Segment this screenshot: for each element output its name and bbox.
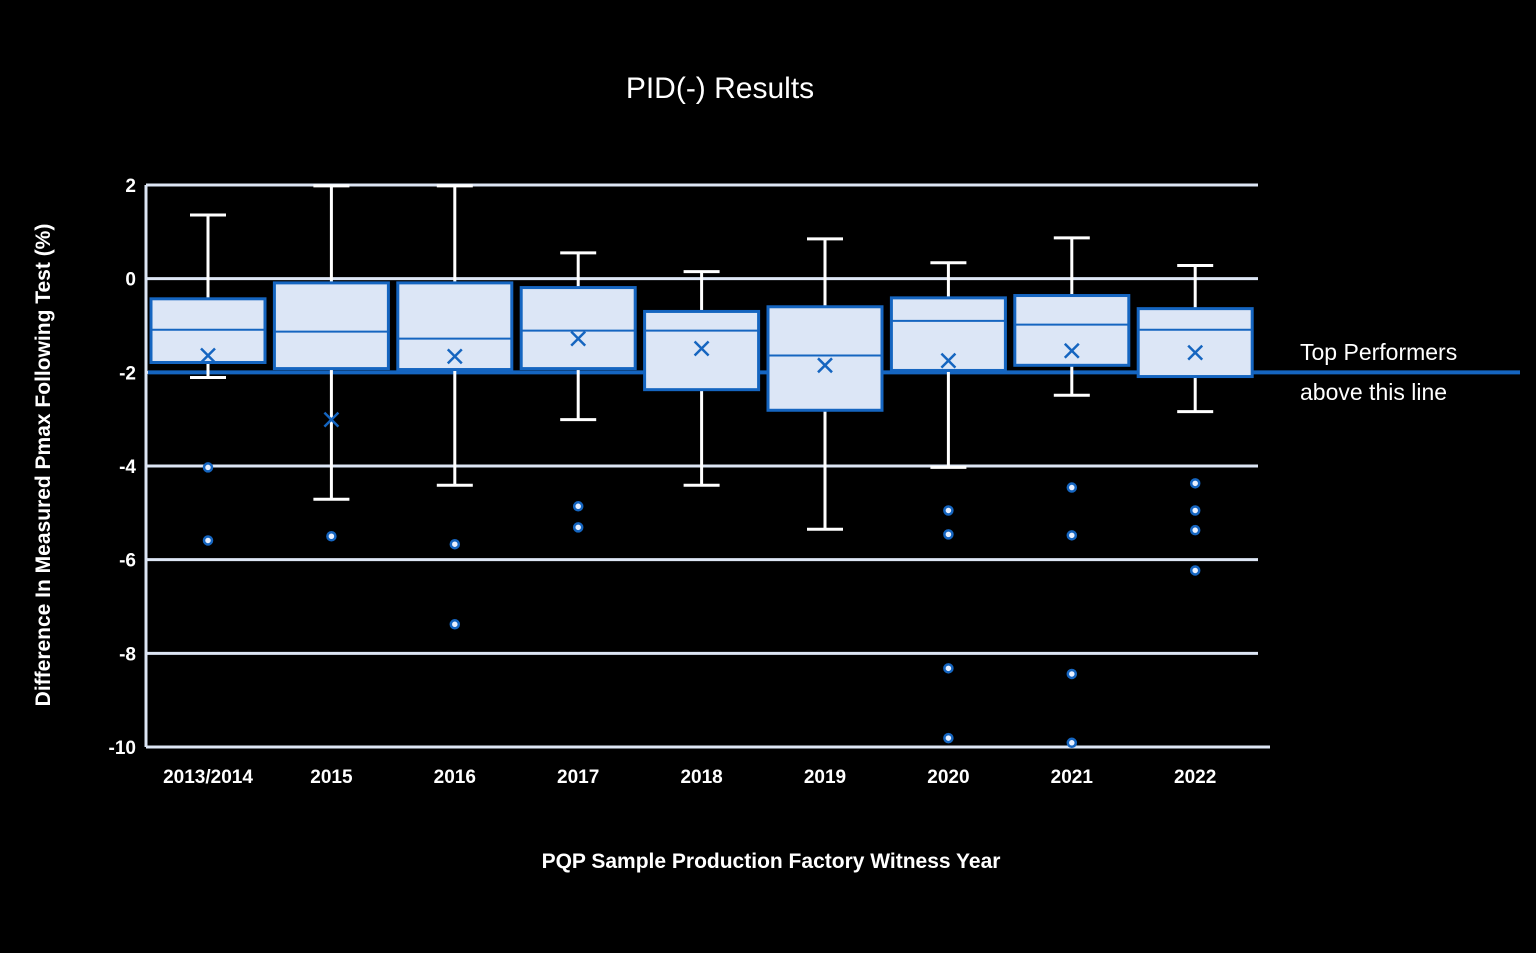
x-tick-label: 2021 <box>1051 767 1094 788</box>
x-tick-label: 2015 <box>310 767 353 788</box>
box-2018 <box>643 270 761 487</box>
box-2020 <box>889 261 1007 744</box>
outlier-point <box>1189 478 1201 489</box>
y-tick-label: 2 <box>125 176 136 197</box>
x-tick-label: 2022 <box>1174 767 1216 788</box>
x-tick-label: 2020 <box>927 767 969 788</box>
mean-marker-icon <box>1063 342 1080 359</box>
outlier-point <box>1066 530 1078 541</box>
outlier-point <box>1189 505 1201 516</box>
outlier-point <box>449 619 461 630</box>
mean-marker-icon <box>1187 344 1204 361</box>
x-tick-label: 2018 <box>680 767 722 788</box>
x-axis-ticks: 2013/2014 2015 2016 2017 2018 2019 2020 2021 202… <box>163 767 1216 788</box>
reference-label-line1: Top Performers <box>1300 339 1457 365</box>
outlier-point <box>1066 737 1078 749</box>
box-2019 <box>766 237 884 531</box>
y-tick-label: -4 <box>119 457 136 478</box>
outlier-point <box>943 505 954 516</box>
iqr-box <box>519 286 637 371</box>
iqr-box <box>643 309 761 392</box>
mean-marker-icon <box>570 330 587 347</box>
x-tick-label: 2019 <box>804 767 846 788</box>
outlier-point <box>1189 565 1201 576</box>
outlier-point <box>202 462 214 473</box>
mean-marker-icon <box>817 357 833 374</box>
iqr-box <box>889 296 1007 372</box>
box-2013-2014 <box>149 213 267 546</box>
outlier-point <box>572 522 584 533</box>
x-tick-label: 2016 <box>434 767 476 788</box>
outlier-point <box>1189 524 1201 536</box>
box-2015 <box>272 184 390 542</box>
iqr-box <box>1013 294 1131 367</box>
box-2017 <box>519 251 637 533</box>
mean-marker-icon <box>446 348 463 365</box>
gridlines <box>144 183 1270 749</box>
y-axis-ticks: 2 0 -2 -4 -6 -8 -10 <box>109 176 137 759</box>
outlier-point <box>1066 482 1078 493</box>
x-tick-label: 2013/2014 <box>163 767 253 788</box>
outlier-point <box>572 501 584 512</box>
outlier-point <box>1066 668 1078 680</box>
x-axis-label: PQP Sample Production Factory Witness Ye… <box>541 850 1001 873</box>
y-tick-label: 0 <box>125 270 136 291</box>
mean-marker-icon <box>200 347 216 364</box>
x-tick-label: 2017 <box>557 767 599 788</box>
reference-label-line2: above this line <box>1300 379 1447 405</box>
mean-marker-icon <box>323 411 340 428</box>
mean-marker-icon <box>693 340 710 357</box>
mean-marker-icon <box>940 352 957 369</box>
box-series <box>149 184 1254 749</box>
box-2021 <box>1013 236 1131 749</box>
y-tick-label: -8 <box>119 644 136 665</box>
iqr-box <box>1136 307 1254 379</box>
outlier-point <box>326 531 337 542</box>
y-tick-label: -10 <box>109 738 136 759</box>
chart-title: PID(-) Results <box>625 72 815 105</box>
iqr-box <box>272 281 390 371</box>
iqr-box <box>766 305 884 412</box>
box-2016 <box>396 184 514 630</box>
box-2022 <box>1136 264 1254 576</box>
outlier-point <box>943 663 954 674</box>
outlier-point <box>202 535 214 546</box>
outlier-point <box>943 529 954 540</box>
outlier-point <box>449 538 461 550</box>
outlier-point <box>943 732 954 744</box>
y-tick-label: -6 <box>119 551 136 572</box>
y-tick-label: -2 <box>119 363 136 384</box>
